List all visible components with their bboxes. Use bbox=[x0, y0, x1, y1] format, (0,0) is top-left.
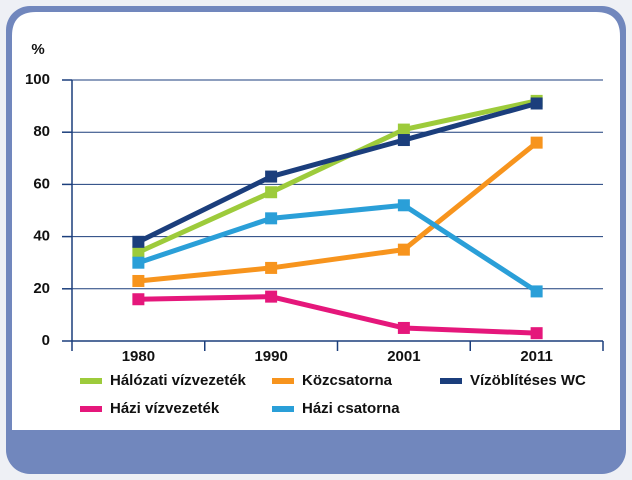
y-tick-label: 0 bbox=[42, 332, 50, 349]
marker bbox=[265, 290, 278, 303]
y-axis-label: % bbox=[31, 41, 44, 58]
legend-label: Közcsatorna bbox=[302, 372, 393, 389]
marker bbox=[132, 274, 145, 287]
legend-label: Hálózati vízvezeték bbox=[110, 372, 247, 389]
y-tick-label: 80 bbox=[33, 123, 50, 140]
marker bbox=[530, 136, 543, 149]
x-tick-label: 2001 bbox=[387, 348, 420, 365]
series-line bbox=[138, 294, 537, 336]
marker bbox=[132, 293, 145, 306]
marker bbox=[265, 170, 278, 183]
marker bbox=[530, 285, 543, 298]
marker bbox=[132, 246, 145, 259]
marker bbox=[397, 199, 410, 212]
y-tick-label: 100 bbox=[25, 71, 50, 88]
y-tick-label: 60 bbox=[33, 175, 50, 192]
marker bbox=[265, 212, 278, 225]
marker bbox=[265, 186, 278, 199]
y-tick-label: 20 bbox=[33, 280, 50, 297]
marker bbox=[265, 261, 278, 274]
marker bbox=[397, 123, 410, 136]
series-line bbox=[137, 202, 538, 294]
legend-label: Házi vízvezeték bbox=[110, 400, 220, 417]
marker bbox=[397, 321, 410, 334]
x-tick-label: 1990 bbox=[254, 348, 287, 365]
x-tick-label: 2011 bbox=[520, 348, 553, 365]
y-tick-label: 40 bbox=[33, 228, 50, 245]
series-line bbox=[137, 101, 538, 245]
x-tick-label: 1980 bbox=[122, 348, 155, 365]
series-line bbox=[138, 140, 539, 284]
marker bbox=[397, 243, 410, 256]
series-line bbox=[137, 98, 538, 255]
marker bbox=[530, 97, 543, 110]
legend-label: Házi csatorna bbox=[302, 400, 400, 417]
legend-label: Vízöblítéses WC bbox=[470, 372, 586, 389]
marker bbox=[132, 235, 145, 248]
marker bbox=[132, 256, 145, 269]
marker bbox=[530, 327, 543, 340]
panel bbox=[12, 12, 620, 430]
marker bbox=[397, 134, 410, 147]
